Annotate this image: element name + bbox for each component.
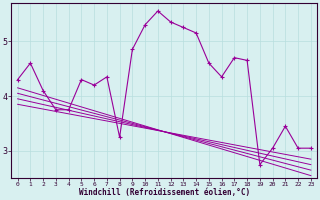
- X-axis label: Windchill (Refroidissement éolien,°C): Windchill (Refroidissement éolien,°C): [79, 188, 250, 197]
